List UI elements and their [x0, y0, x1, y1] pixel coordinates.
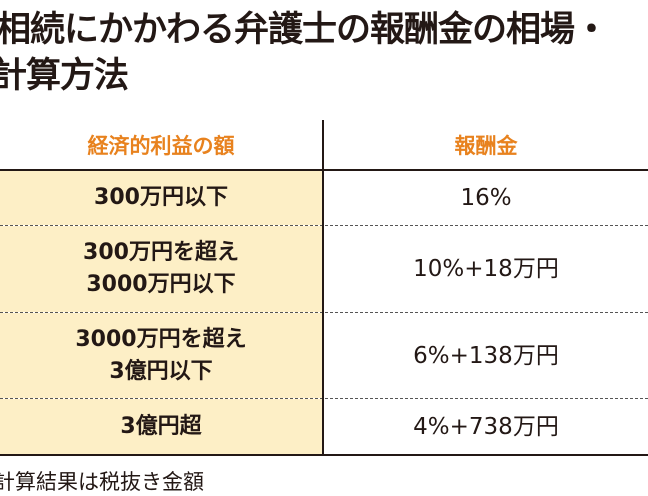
table-row-amount: 300万円を超え 3000万円以下 — [0, 226, 322, 312]
table-row-fee: 10%+18万円 — [413, 256, 559, 282]
header-fee: 報酬金 — [454, 134, 518, 158]
row-divider — [0, 398, 648, 399]
table-bottom-border — [0, 454, 648, 456]
amount-text: 300万円以下 — [94, 185, 228, 210]
amount-text: 3000万円を超え — [75, 326, 247, 352]
table-row-amount: 300万円以下 — [0, 171, 322, 225]
table-row-fee: 16% — [460, 185, 512, 211]
amount-text: 3000万円以下 — [86, 272, 236, 297]
table-row-fee: 6%+138万円 — [413, 342, 559, 369]
footnote: 計算結果は税抜き金額 — [0, 470, 204, 494]
table-row-amount: 3億円超 — [0, 399, 322, 455]
header-economic-benefit: 経済的利益の額 — [87, 134, 235, 158]
page-title-line2: 計算方法 — [0, 56, 129, 96]
row-divider — [0, 225, 648, 226]
amount-text: 3億円以下 — [109, 358, 213, 384]
amount-text: 300万円を超え — [83, 240, 239, 265]
amount-text: 3億円超 — [120, 414, 202, 439]
table-row-fee: 4%+738万円 — [413, 414, 559, 440]
header-divider — [0, 169, 648, 171]
page-title: 相続にかかわる弁護士の報酬金の相場・ — [0, 10, 609, 50]
row-divider — [0, 312, 648, 313]
table-row-amount: 3000万円を超え 3億円以下 — [0, 313, 322, 398]
column-divider — [322, 120, 324, 456]
